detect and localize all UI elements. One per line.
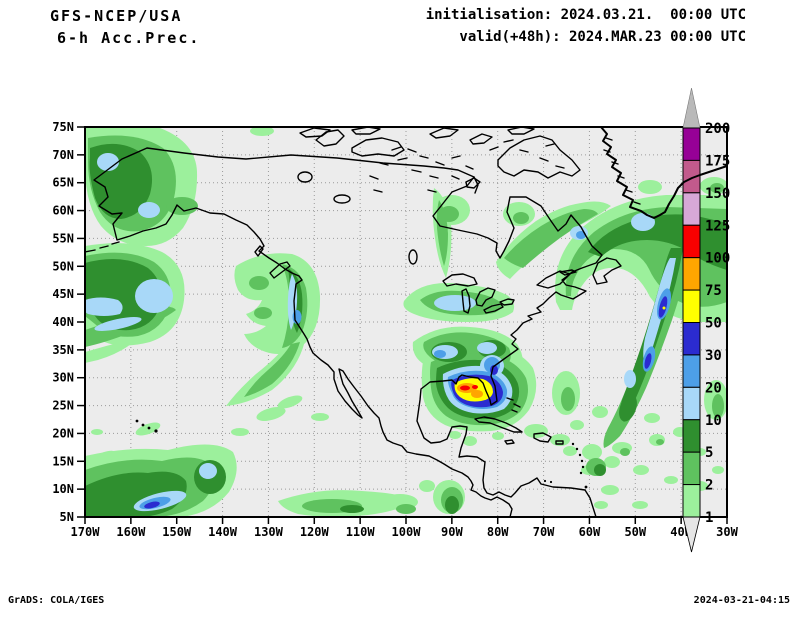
colorbar-segment [682, 322, 701, 356]
lat-tick-label: 65N [52, 176, 74, 190]
grads-credit: GrADS: COLA/IGES [8, 595, 105, 606]
colorbar-segment [682, 451, 701, 486]
lat-tick-label: 5N [60, 510, 74, 524]
lat-tick-label: 60N [52, 204, 74, 218]
lat-tick-label: 45N [52, 287, 74, 301]
north-america-coastline [93, 147, 603, 517]
lat-tick-label: 50N [52, 259, 74, 273]
lat-tick-label: 55N [52, 231, 74, 245]
colorbar-value-label: 20 [705, 380, 722, 396]
lon-tick-label: 170W [71, 525, 101, 539]
init-time-label: initialisation: 2024.03.21. 00:00 UTC [425, 7, 746, 23]
colorbar-segment [682, 354, 701, 388]
lon-tick-label: 90W [441, 525, 463, 539]
colorbar-segment [682, 484, 701, 518]
colorbar-value-label: 50 [705, 316, 722, 332]
aleutian-islands [85, 241, 120, 253]
colorbar-segment [682, 224, 701, 259]
islands [254, 127, 622, 445]
valid-time-label: valid(+48h): 2024.MAR.23 00:00 UTC [459, 29, 746, 45]
colorbar-value-label: 175 [705, 153, 730, 169]
lon-tick-label: 70W [533, 525, 555, 539]
lat-tick-label: 40N [52, 315, 74, 329]
colorbar-value-label: 10 [705, 413, 722, 429]
lon-tick-label: 140W [208, 525, 238, 539]
colorbar-value-label: 2 [705, 478, 713, 494]
colorbar-value-label: 30 [705, 348, 722, 364]
shade-100mm [460, 385, 478, 391]
colorbar-value-label: 5 [705, 445, 713, 461]
arctic-island-scatter [369, 139, 565, 194]
colorbar [682, 87, 701, 553]
lat-tick-label: 10N [52, 482, 74, 496]
small-island-dots [135, 419, 588, 489]
colorbar-value-label: 125 [705, 218, 730, 234]
colorbar-segment [682, 386, 701, 421]
lon-tick-label: 130W [254, 525, 284, 539]
colorbar-labels: 200 175 150 125 100 75 50 30 20 10 5 2 1 [705, 121, 730, 526]
colorbar-segment [682, 127, 701, 161]
creation-timestamp: 2024-03-21-04:15 [693, 595, 790, 606]
longitude-axis: 170W 160W 150W 140W 130W 120W 110W 100W 90W 80W 70… [71, 517, 739, 539]
lon-tick-label: 30W [716, 525, 738, 539]
bahamas [506, 397, 521, 413]
colorbar-value-label: 100 [705, 251, 730, 267]
lat-tick-label: 70N [52, 148, 74, 162]
colorbar-value-label: 1 [705, 510, 713, 526]
lat-tick-label: 25N [52, 399, 74, 413]
colorbar-segment [682, 419, 701, 453]
lon-tick-label: 110W [346, 525, 376, 539]
field-title: 6-h Acc.Prec. [57, 29, 201, 47]
colorbar-value-label: 75 [705, 283, 722, 299]
model-title: GFS-NCEP/USA [50, 7, 183, 25]
colorbar-value-label: 150 [705, 186, 730, 202]
lon-tick-label: 160W [116, 525, 146, 539]
lat-tick-label: 35N [52, 343, 74, 357]
greenland-coastline [600, 126, 728, 219]
great-lakes [442, 273, 515, 314]
precip-shading [85, 127, 727, 517]
colorbar-segment [682, 289, 701, 324]
lon-tick-label: 120W [300, 525, 330, 539]
lat-tick-label: 20N [52, 426, 74, 440]
lon-tick-label: 100W [392, 525, 422, 539]
lat-tick-label: 15N [52, 454, 74, 468]
colorbar-segment [682, 192, 701, 226]
coastlines [85, 127, 622, 517]
colorbar-arrow-up [682, 87, 701, 129]
latitude-axis: 75N 70N 65N 60N 55N 50N 45N 40N 35N 30N 25N 20N 15N 1… [52, 120, 85, 524]
lon-tick-label: 60W [579, 525, 601, 539]
lat-tick-label: 30N [52, 371, 74, 385]
lat-tick-label: 75N [52, 120, 74, 134]
lon-tick-label: 50W [624, 525, 646, 539]
colorbar-value-label: 200 [705, 121, 730, 137]
lon-tick-label: 150W [162, 525, 192, 539]
lon-tick-label: 80W [487, 525, 509, 539]
colorbar-segment [682, 257, 701, 291]
